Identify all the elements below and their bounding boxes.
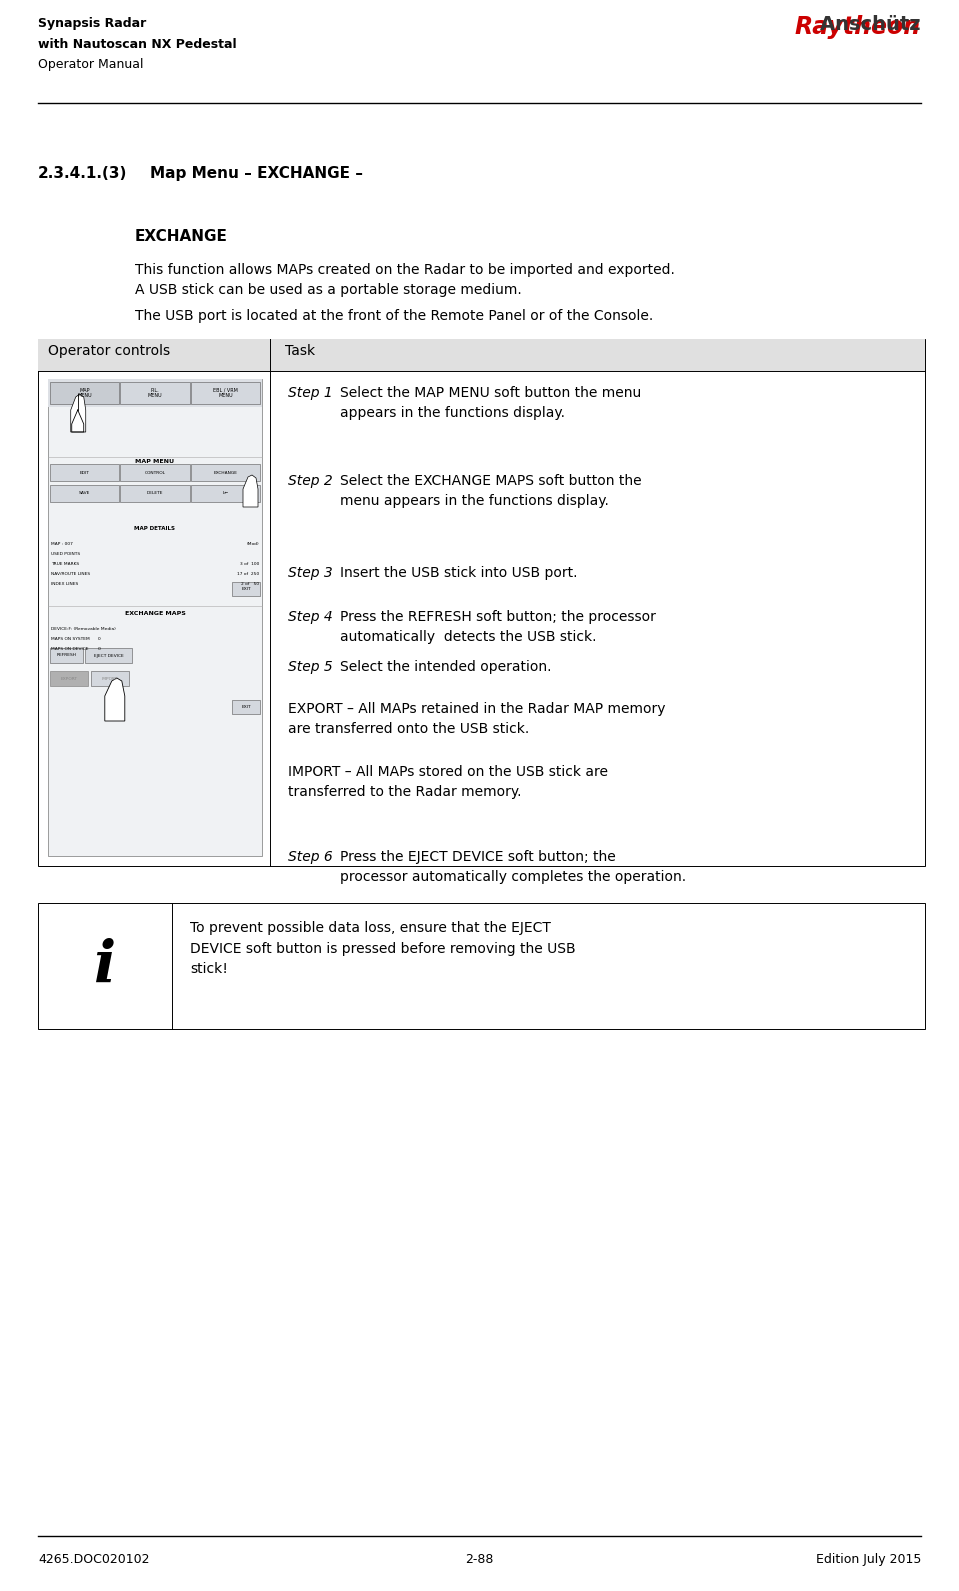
Text: PIL.
MENU: PIL. MENU (148, 388, 162, 398)
Text: EXPORT: EXPORT (60, 676, 78, 681)
Text: MAP MENU: MAP MENU (135, 458, 175, 465)
Text: Press the EJECT DEVICE soft button; the
processor automatically completes the op: Press the EJECT DEVICE soft button; the … (340, 850, 686, 883)
Bar (50, 485, 119, 503)
Text: EXPORT – All MAPs retained in the Radar MAP memory
are transferred onto the USB : EXPORT – All MAPs retained in the Radar … (288, 702, 666, 735)
Bar (50, 671, 88, 686)
Polygon shape (243, 476, 258, 508)
Text: Synapsis Radar: Synapsis Radar (38, 18, 147, 30)
Text: MAPS ON SYSTEM      0: MAPS ON SYSTEM 0 (51, 636, 101, 641)
Text: MAP DETAILS: MAP DETAILS (134, 527, 175, 531)
Bar (38, 339, 925, 866)
Text: NAV/ROUTE LINES: NAV/ROUTE LINES (51, 573, 90, 576)
Bar (91, 671, 129, 686)
Text: EJECT DEVICE: EJECT DEVICE (94, 654, 124, 657)
Text: USED POINTS: USED POINTS (51, 552, 81, 555)
Bar (120, 485, 190, 503)
Bar (85, 648, 132, 663)
Text: Insert the USB stick into USB port.: Insert the USB stick into USB port. (340, 566, 577, 581)
Text: 2 of   50: 2 of 50 (241, 582, 259, 585)
Text: Task: Task (285, 344, 316, 358)
Text: MAP : 007: MAP : 007 (51, 543, 73, 546)
Text: Step 1: Step 1 (288, 387, 338, 399)
Bar (191, 465, 260, 480)
Bar (120, 465, 190, 480)
Text: MAPS ON DEVICE       0: MAPS ON DEVICE 0 (51, 648, 101, 651)
Text: IMPORT: IMPORT (102, 676, 118, 681)
Text: CONTROL: CONTROL (145, 471, 166, 474)
Text: REFRESH: REFRESH (57, 654, 77, 657)
Text: Map Menu – EXCHANGE –: Map Menu – EXCHANGE – (150, 165, 363, 181)
Bar (50, 382, 119, 404)
Text: 17 of  250: 17 of 250 (237, 573, 259, 576)
Text: This function allows MAPs created on the Radar to be imported and exported.
A US: This function allows MAPs created on the… (135, 263, 675, 298)
Bar (120, 382, 190, 404)
Text: Select the intended operation.: Select the intended operation. (340, 660, 551, 675)
Text: with Nautoscan NX Pedestal: with Nautoscan NX Pedestal (38, 38, 237, 51)
Text: To prevent possible data loss, ensure that the EJECT
DEVICE soft button is press: To prevent possible data loss, ensure th… (190, 921, 575, 977)
Bar (38, 904, 925, 1029)
Text: Raytheon: Raytheon (795, 14, 921, 40)
Bar (38, 339, 925, 371)
Text: Step 4: Step 4 (288, 609, 338, 624)
Bar (232, 700, 260, 714)
Bar (48, 379, 262, 407)
Text: Select the MAP MENU soft button the menu
appears in the functions display.: Select the MAP MENU soft button the menu… (340, 387, 642, 420)
Text: Press the REFRESH soft button; the processor
automatically  detects the USB stic: Press the REFRESH soft button; the proce… (340, 609, 656, 643)
Text: SAVE: SAVE (79, 492, 90, 495)
Text: Operator controls: Operator controls (48, 344, 170, 358)
Bar (50, 648, 83, 663)
Text: EXIT: EXIT (241, 587, 251, 590)
Text: EBL / VRM
MENU: EBL / VRM MENU (213, 388, 238, 398)
Text: i: i (94, 937, 116, 994)
Text: Select the EXCHANGE MAPS soft button the
menu appears in the functions display.: Select the EXCHANGE MAPS soft button the… (340, 474, 642, 508)
Text: Step 6: Step 6 (288, 850, 338, 864)
Text: MAP
MENU: MAP MENU (78, 388, 92, 398)
Text: Step 5: Step 5 (288, 660, 338, 675)
Bar (50, 465, 119, 480)
Text: DELETE: DELETE (147, 492, 163, 495)
Text: Anschütz: Anschütz (766, 14, 921, 33)
Text: (Mod): (Mod) (246, 543, 259, 546)
Text: INDEX LINES: INDEX LINES (51, 582, 79, 585)
Bar (48, 379, 262, 856)
Text: 3 of  100: 3 of 100 (240, 562, 259, 566)
Text: EDIT: EDIT (80, 471, 89, 474)
Polygon shape (105, 678, 125, 721)
Text: Step 2: Step 2 (288, 474, 338, 488)
Polygon shape (71, 395, 85, 433)
Text: The USB port is located at the front of the Remote Panel or of the Console.: The USB port is located at the front of … (135, 309, 653, 323)
Text: EXIT: EXIT (241, 705, 251, 710)
Bar (232, 582, 260, 597)
Text: 2.3.4.1.(3): 2.3.4.1.(3) (38, 165, 128, 181)
Text: Operator Manual: Operator Manual (38, 57, 144, 72)
Text: DEVICE:F: (Removable Media): DEVICE:F: (Removable Media) (51, 627, 116, 632)
Text: 2-88: 2-88 (465, 1553, 494, 1566)
Text: EXCHANGE: EXCHANGE (213, 471, 237, 474)
Text: EXCHANGE: EXCHANGE (135, 229, 228, 243)
Text: Step 3: Step 3 (288, 566, 338, 581)
Text: 4265.DOC020102: 4265.DOC020102 (38, 1553, 150, 1566)
Text: Edition July 2015: Edition July 2015 (815, 1553, 921, 1566)
Text: IMPORT – All MAPs stored on the USB stick are
transferred to the Radar memory.: IMPORT – All MAPs stored on the USB stic… (288, 765, 608, 799)
Bar (191, 382, 260, 404)
Text: EXCHANGE MAPS: EXCHANGE MAPS (125, 611, 185, 616)
Text: TRUE MARKS: TRUE MARKS (51, 562, 80, 566)
Bar (191, 485, 260, 503)
Text: L←: L← (222, 492, 228, 495)
